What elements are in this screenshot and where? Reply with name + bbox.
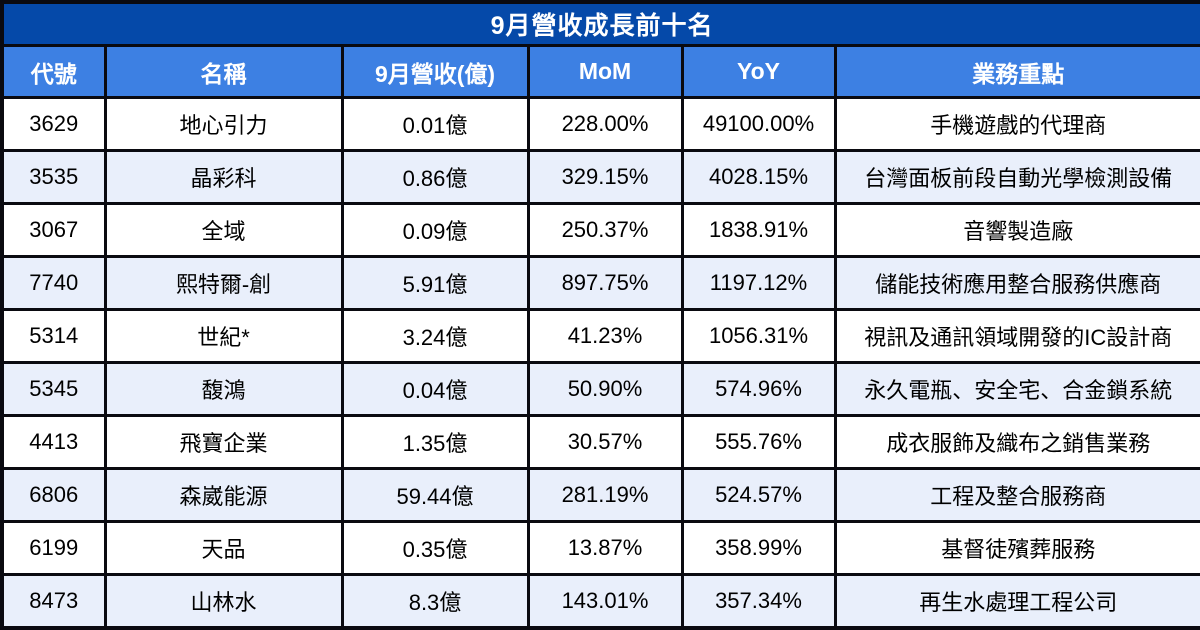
column-header-revenue: 9月營收(億) (340, 44, 530, 99)
cell-name: 天品 (103, 519, 344, 576)
cell-mom: 41.23% (526, 307, 684, 364)
cell-yoy: 358.99% (680, 519, 837, 576)
column-header-name: 名稱 (103, 44, 344, 99)
title-row: 9月營收成長前十名 (0, 0, 1200, 47)
cell-revenue: 0.04億 (340, 360, 530, 417)
cell-mom: 13.87% (526, 519, 684, 576)
cell-mom: 143.01% (526, 572, 684, 630)
cell-mom: 281.19% (526, 466, 684, 523)
table-row: 7740 熙特爾-創 5.91億 897.75% 1197.12% 儲能技術應用整合服務供… (0, 254, 1200, 311)
cell-name: 晶彩科 (103, 148, 344, 205)
cell-revenue: 0.86億 (340, 148, 530, 205)
cell-yoy: 574.96% (680, 360, 837, 417)
cell-yoy: 4028.15% (680, 148, 837, 205)
table-row: 3535 晶彩科 0.86億 329.15% 4028.15% 台灣面板前段自動光學檢測設… (0, 148, 1200, 205)
cell-revenue: 8.3億 (340, 572, 530, 630)
cell-mom: 50.90% (526, 360, 684, 417)
cell-code: 3629 (0, 96, 107, 152)
cell-business: 台灣面板前段自動光學檢測設備 (833, 148, 1200, 205)
cell-business: 儲能技術應用整合服務供應商 (833, 254, 1200, 311)
column-header-code: 代號 (0, 44, 107, 99)
cell-code: 4413 (0, 413, 107, 470)
cell-business: 再生水處理工程公司 (833, 572, 1200, 630)
table-row: 6806 森崴能源 59.44億 281.19% 524.57% 工程及整合服務商 (0, 466, 1200, 523)
cell-code: 3535 (0, 148, 107, 205)
table-row: 5345 馥鴻 0.04億 50.90% 574.96% 永久電瓶、安全宅、合金鎖系統 (0, 360, 1200, 417)
table-body: 3629 地心引力 0.01億 228.00% 49100.00% 手機遊戲的代理商 353… (0, 96, 1200, 630)
cell-name: 世紀* (103, 307, 344, 364)
cell-yoy: 1838.91% (680, 201, 837, 258)
cell-code: 6806 (0, 466, 107, 523)
table-row: 3067 全域 0.09億 250.37% 1838.91% 音響製造廠 (0, 201, 1200, 258)
cell-code: 5314 (0, 307, 107, 364)
cell-name: 森崴能源 (103, 466, 344, 523)
cell-yoy: 357.34% (680, 572, 837, 630)
cell-revenue: 0.09億 (340, 201, 530, 258)
cell-business: 永久電瓶、安全宅、合金鎖系統 (833, 360, 1200, 417)
cell-revenue: 1.35億 (340, 413, 530, 470)
cell-code: 5345 (0, 360, 107, 417)
cell-business: 基督徒殯葬服務 (833, 519, 1200, 576)
cell-name: 地心引力 (103, 96, 344, 152)
cell-business: 工程及整合服務商 (833, 466, 1200, 523)
cell-yoy: 49100.00% (680, 96, 837, 152)
cell-name: 馥鴻 (103, 360, 344, 417)
cell-revenue: 59.44億 (340, 466, 530, 523)
cell-code: 3067 (0, 201, 107, 258)
cell-revenue: 5.91億 (340, 254, 530, 311)
table-title: 9月營收成長前十名 (0, 0, 1200, 47)
cell-name: 熙特爾-創 (103, 254, 344, 311)
cell-mom: 250.37% (526, 201, 684, 258)
cell-business: 成衣服飾及織布之銷售業務 (833, 413, 1200, 470)
cell-yoy: 524.57% (680, 466, 837, 523)
cell-yoy: 1197.12% (680, 254, 837, 311)
cell-mom: 897.75% (526, 254, 684, 311)
table-row: 8473 山林水 8.3億 143.01% 357.34% 再生水處理工程公司 (0, 572, 1200, 630)
cell-yoy: 1056.31% (680, 307, 837, 364)
column-header-mom: MoM (526, 44, 684, 99)
cell-yoy: 555.76% (680, 413, 837, 470)
cell-mom: 228.00% (526, 96, 684, 152)
cell-revenue: 0.35億 (340, 519, 530, 576)
table-row: 6199 天品 0.35億 13.87% 358.99% 基督徒殯葬服務 (0, 519, 1200, 576)
cell-business: 音響製造廠 (833, 201, 1200, 258)
table-row: 5314 世紀* 3.24億 41.23% 1056.31% 視訊及通訊領域開發的IC設計… (0, 307, 1200, 364)
cell-business: 視訊及通訊領域開發的IC設計商 (833, 307, 1200, 364)
cell-business: 手機遊戲的代理商 (833, 96, 1200, 152)
cell-name: 山林水 (103, 572, 344, 630)
cell-code: 8473 (0, 572, 107, 630)
header-row: 代號 名稱 9月營收(億) MoM YoY 業務重點 (0, 44, 1200, 99)
cell-revenue: 0.01億 (340, 96, 530, 152)
cell-name: 全域 (103, 201, 344, 258)
table-row: 4413 飛寶企業 1.35億 30.57% 555.76% 成衣服飾及織布之銷售業務 (0, 413, 1200, 470)
table-row: 3629 地心引力 0.01億 228.00% 49100.00% 手機遊戲的代理商 (0, 96, 1200, 152)
cell-code: 6199 (0, 519, 107, 576)
cell-mom: 30.57% (526, 413, 684, 470)
cell-mom: 329.15% (526, 148, 684, 205)
cell-revenue: 3.24億 (340, 307, 530, 364)
cell-name: 飛寶企業 (103, 413, 344, 470)
cell-code: 7740 (0, 254, 107, 311)
column-header-yoy: YoY (680, 44, 837, 99)
column-header-business: 業務重點 (833, 44, 1200, 99)
